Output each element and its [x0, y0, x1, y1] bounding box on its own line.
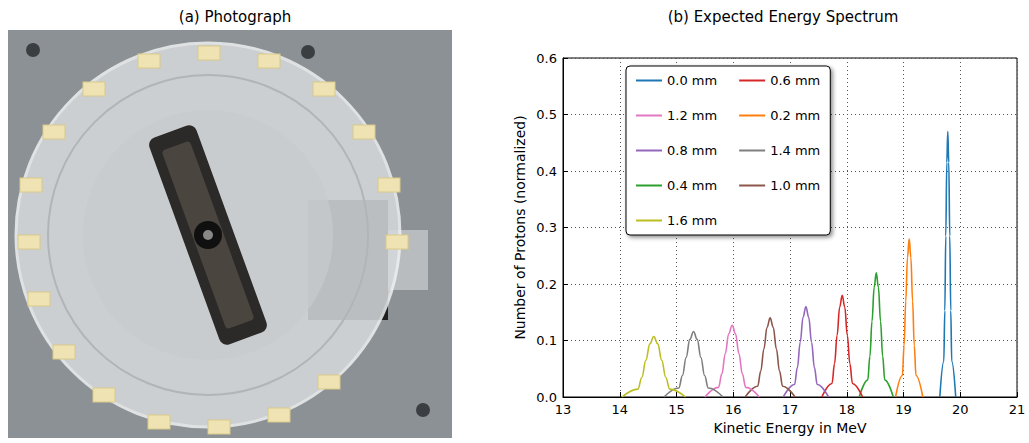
svg-text:1.4 mm: 1.4 mm [770, 143, 820, 158]
svg-text:17: 17 [782, 402, 799, 417]
svg-text:0.2: 0.2 [536, 277, 557, 292]
svg-text:0.6: 0.6 [536, 51, 557, 66]
svg-text:(a) Photograph: (a) Photograph [179, 8, 291, 26]
svg-text:(b) Expected Energy Spectrum: (b) Expected Energy Spectrum [668, 8, 899, 26]
svg-text:14: 14 [611, 402, 628, 417]
svg-text:1.2 mm: 1.2 mm [667, 108, 717, 123]
svg-text:0.0: 0.0 [536, 389, 557, 405]
svg-text:18: 18 [838, 402, 855, 417]
svg-text:Kinetic Energy in MeV: Kinetic Energy in MeV [713, 420, 866, 436]
svg-text:0.0 mm: 0.0 mm [667, 73, 717, 88]
svg-text:21: 21 [1009, 402, 1026, 417]
svg-text:0.6 mm: 0.6 mm [770, 73, 820, 88]
svg-text:1.6 mm: 1.6 mm [667, 213, 717, 228]
svg-text:0.8 mm: 0.8 mm [667, 143, 717, 158]
svg-text:Number of Protons (normalized): Number of Protons (normalized) [512, 115, 528, 339]
svg-text:13: 13 [555, 402, 572, 417]
svg-text:0.3: 0.3 [536, 220, 557, 235]
svg-text:16: 16 [725, 402, 742, 417]
svg-text:0.1: 0.1 [536, 333, 557, 348]
svg-text:19: 19 [895, 402, 912, 417]
svg-text:0.2 mm: 0.2 mm [770, 108, 820, 123]
svg-text:0.5: 0.5 [536, 107, 557, 122]
svg-text:15: 15 [668, 402, 685, 417]
svg-text:20: 20 [952, 402, 969, 417]
svg-text:0.4 mm: 0.4 mm [667, 178, 717, 193]
svg-text:0.4: 0.4 [536, 164, 557, 179]
svg-text:1.0 mm: 1.0 mm [770, 178, 820, 193]
